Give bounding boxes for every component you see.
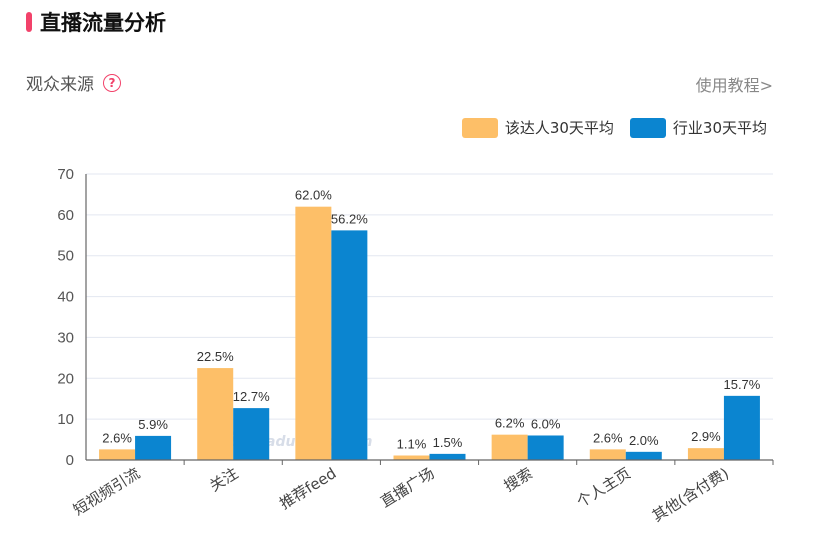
bar-industry[interactable]: [233, 408, 270, 460]
x-category-label: 其他(含付费): [649, 464, 732, 525]
data-label: 22.5%: [197, 349, 234, 364]
question-circle-icon[interactable]: ?: [103, 73, 121, 92]
audience-source-title: 观众来源: [26, 75, 94, 95]
legend-item-talent[interactable]: 该达人30天平均: [461, 117, 614, 138]
sub-header: 观众来源 ?: [26, 70, 121, 95]
bar-talent[interactable]: [687, 448, 724, 460]
data-label: 6.0%: [531, 416, 561, 431]
x-category-label: 推荐feed: [276, 464, 339, 513]
x-category-label: 短视频引流: [70, 464, 143, 519]
bar-talent[interactable]: [295, 206, 332, 460]
legend-swatch-talent: [461, 117, 498, 138]
x-category-label: 个人主页: [573, 464, 633, 511]
y-tick-label: 30: [57, 329, 74, 346]
x-category-label: 直播广场: [377, 464, 437, 511]
bar-industry[interactable]: [429, 453, 466, 460]
data-label: 12.7%: [233, 389, 270, 404]
tutorial-link[interactable]: 使用教程>: [695, 76, 773, 95]
bar-talent[interactable]: [393, 455, 430, 460]
y-tick-label: 50: [57, 248, 74, 265]
bar-talent[interactable]: [99, 449, 136, 460]
data-label: 6.2%: [495, 416, 525, 431]
accent-bar: [26, 12, 32, 32]
section-header: 直播流量分析: [26, 9, 166, 35]
y-tick-label: 0: [66, 452, 74, 469]
bar-talent[interactable]: [491, 434, 528, 460]
bar-industry[interactable]: [331, 230, 368, 460]
data-label: 2.6%: [102, 430, 132, 445]
data-label: 15.7%: [723, 377, 760, 392]
y-tick-label: 70: [57, 166, 74, 183]
bar-talent[interactable]: [197, 368, 234, 460]
legend-label-talent: 该达人30天平均: [504, 119, 614, 137]
data-label: 2.0%: [629, 433, 659, 448]
data-label: 2.6%: [593, 430, 623, 445]
data-label: 5.9%: [138, 417, 168, 432]
bar-industry[interactable]: [723, 395, 760, 460]
bar-industry[interactable]: [625, 451, 662, 460]
bar-talent[interactable]: [589, 449, 626, 460]
bar-industry[interactable]: [527, 435, 564, 460]
y-tick-label: 20: [57, 370, 74, 387]
chart-legend: 该达人30天平均 行业30天平均: [446, 117, 767, 138]
legend-swatch-industry: [629, 117, 666, 138]
data-label: 56.2%: [331, 211, 368, 226]
y-tick-label: 60: [57, 207, 74, 224]
bar-industry[interactable]: [135, 435, 172, 460]
legend-item-industry[interactable]: 行业30天平均: [629, 117, 767, 138]
x-category-label: 搜索: [501, 464, 536, 495]
x-category-label: 关注: [206, 464, 241, 495]
section-title: 直播流量分析: [40, 11, 166, 35]
data-label: 1.5%: [433, 435, 463, 450]
y-tick-label: 10: [57, 411, 74, 428]
y-tick-label: 40: [57, 289, 74, 306]
data-label: 2.9%: [691, 429, 721, 444]
data-label: 62.0%: [295, 188, 332, 203]
legend-label-industry: 行业30天平均: [672, 119, 767, 137]
data-label: 1.1%: [397, 437, 427, 452]
